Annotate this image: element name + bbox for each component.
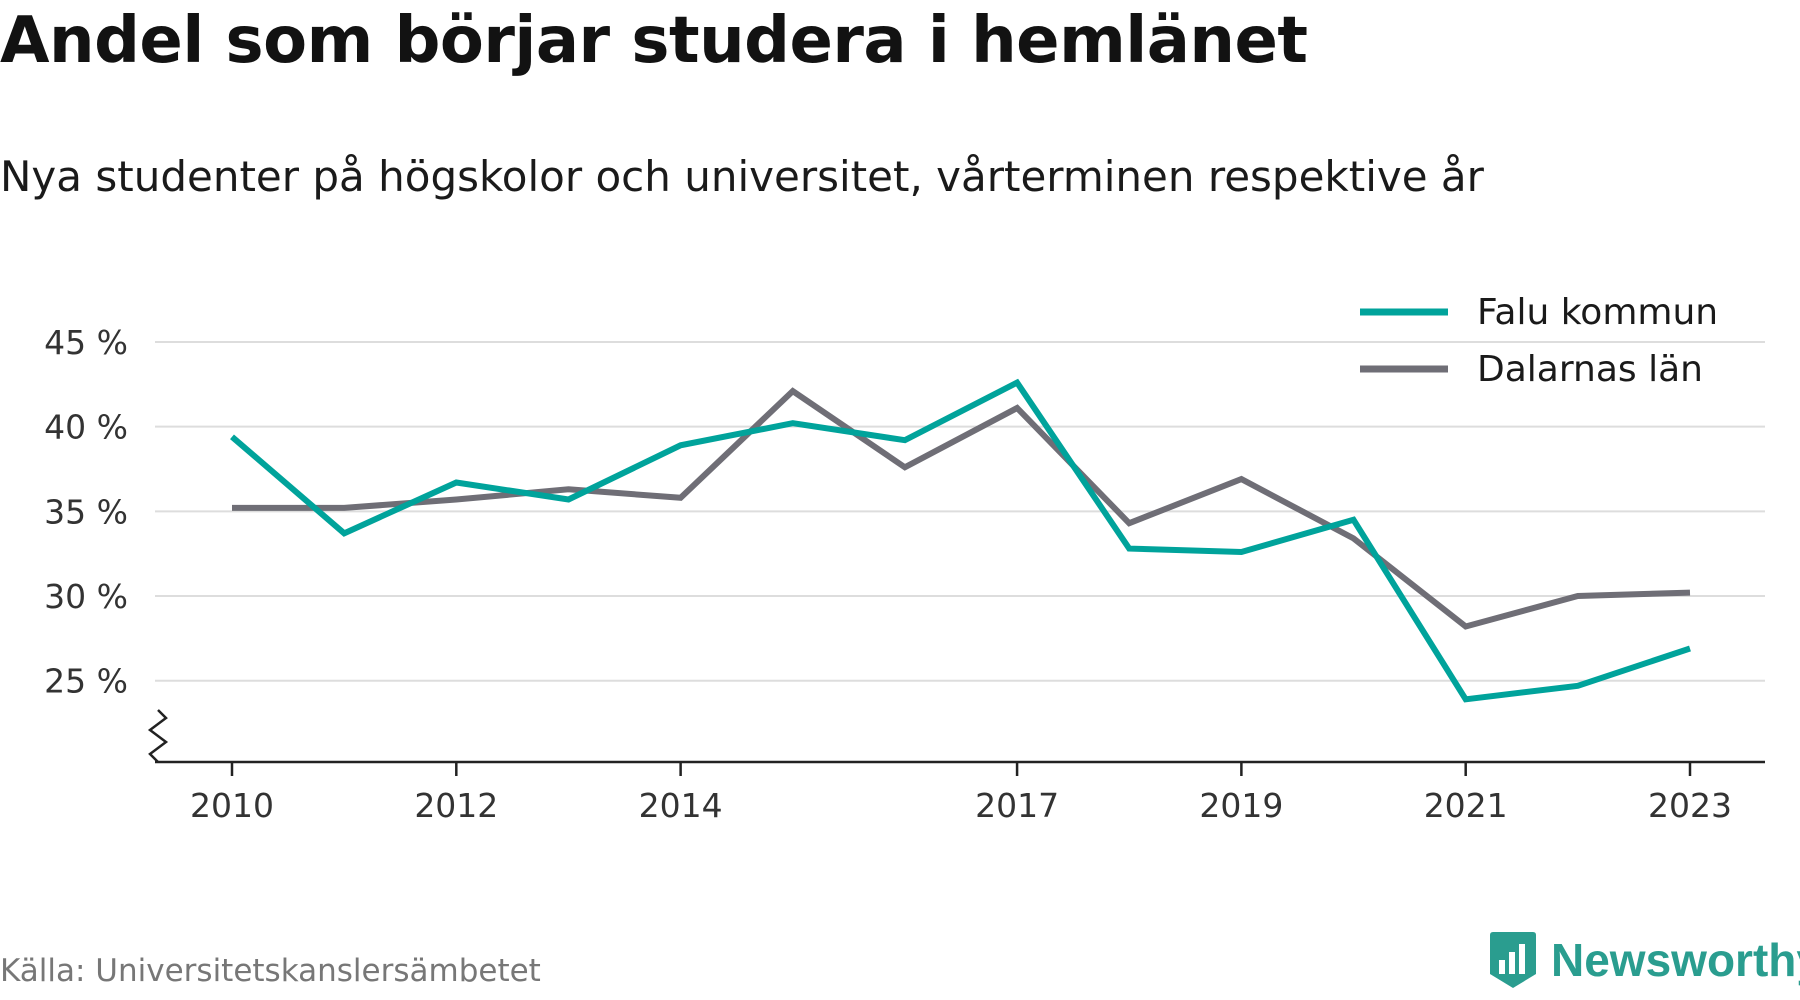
- x-tick-label: 2021: [1424, 786, 1508, 825]
- x-tick-label: 2023: [1648, 786, 1732, 825]
- axis-break-icon: [147, 709, 169, 763]
- legend-label: Dalarnas län: [1477, 349, 1703, 390]
- y-tick-label: 35 %: [44, 492, 128, 531]
- source-note: Källa: Universitetskanslersämbetet: [0, 953, 541, 989]
- x-tick-label: 2017: [975, 786, 1059, 825]
- chart-subtitle: Nya studenter på högskolor och universit…: [0, 152, 1484, 201]
- series-line: [230, 378, 1691, 703]
- x-tick-label: 2010: [190, 786, 274, 825]
- y-tick-label: 40 %: [44, 408, 128, 447]
- y-tick-label: 30 %: [44, 577, 128, 616]
- y-tick-label: 45 %: [44, 323, 128, 362]
- x-tick-label: 2012: [414, 786, 498, 825]
- x-tick-label: 2014: [639, 786, 723, 825]
- newsworthy-logo-text: Newsworthy: [1551, 934, 1800, 986]
- legend-label: Falu kommun: [1477, 292, 1718, 333]
- chart-title: Andel som börjar studera i hemlänet: [0, 4, 1308, 78]
- x-tick-label: 2019: [1199, 786, 1283, 825]
- series-line: [232, 387, 1691, 630]
- newsworthy-logo-icon: [1490, 932, 1536, 988]
- y-tick-label: 25 %: [44, 662, 128, 701]
- newsworthy-logo: Newsworthy: [1489, 930, 1800, 990]
